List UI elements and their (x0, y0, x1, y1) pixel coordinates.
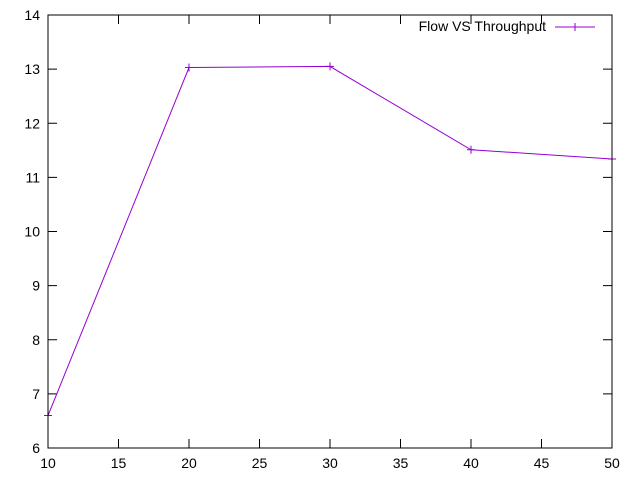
legend-label: Flow VS Throughput (419, 18, 546, 34)
plot-frame (47, 14, 613, 449)
y-tick-label: 7 (32, 386, 40, 402)
y-tick-label: 6 (32, 440, 40, 456)
x-tick-label: 50 (604, 455, 620, 471)
x-tick-label: 10 (40, 455, 56, 471)
data-point-marker (326, 62, 334, 71)
legend-marker (571, 23, 579, 31)
x-tick-label: 15 (111, 455, 127, 471)
legend: Flow VS Throughput (419, 18, 595, 34)
axis-tick-labels: 6 7 8 9 10 11 12 13 14 10 15 20 25 30 35 40 45 50 (24, 7, 620, 471)
x-tick-label: 45 (534, 455, 550, 471)
y-tick-label: 10 (24, 224, 40, 240)
x-tick-label: 35 (393, 455, 409, 471)
y-tick-label: 13 (24, 61, 40, 77)
x-tick-label: 40 (463, 455, 479, 471)
y-tick-label: 11 (25, 169, 40, 185)
x-tick-label: 25 (252, 455, 268, 471)
y-tick-label: 14 (24, 7, 40, 23)
x-tick-label: 20 (181, 455, 197, 471)
y-tick-label: 8 (32, 332, 40, 348)
data-point-marker (185, 63, 193, 72)
y-tick-label: 9 (32, 278, 40, 294)
x-tick-label: 30 (322, 455, 338, 471)
y-tick-label: 12 (24, 115, 40, 131)
data-point-marker (467, 145, 475, 154)
